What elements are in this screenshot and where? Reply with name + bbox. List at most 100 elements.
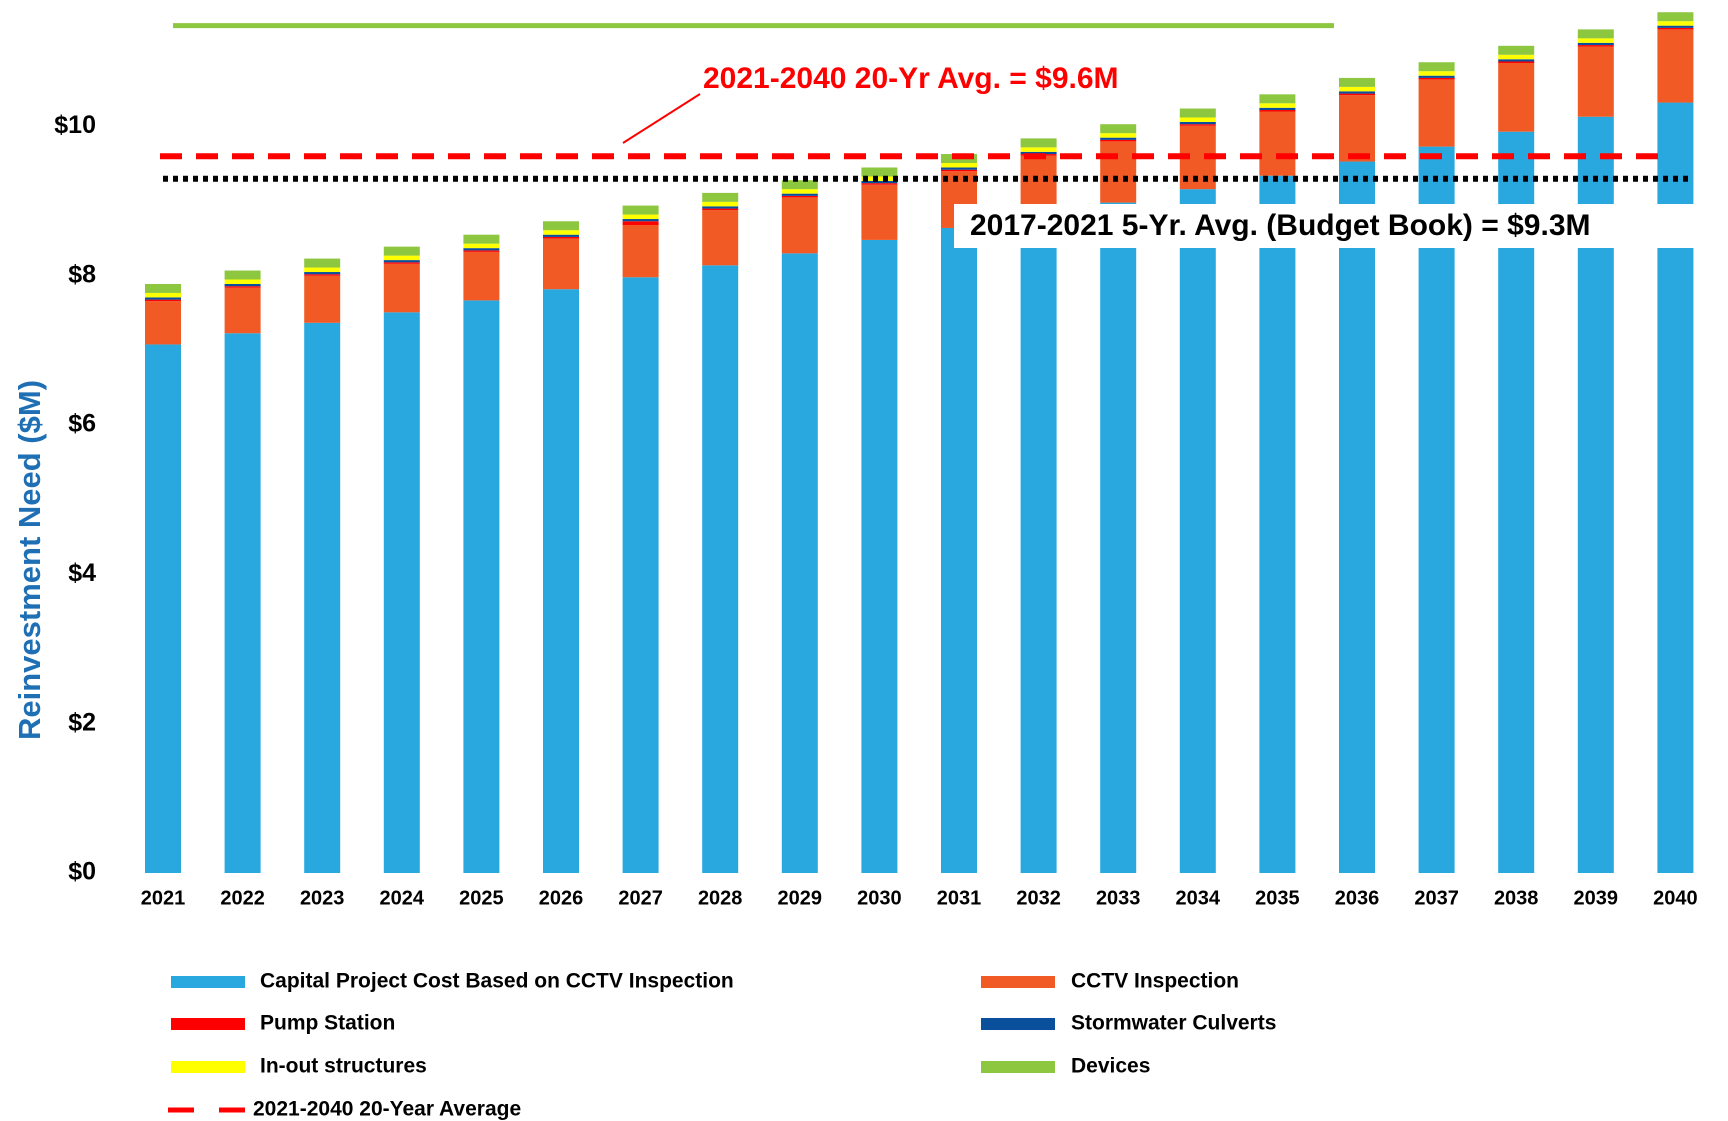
legend-swatch	[981, 1018, 1055, 1030]
x-tick-label: 2026	[539, 887, 584, 909]
bar-segment	[1339, 161, 1375, 874]
x-tick-label: 2034	[1176, 887, 1221, 909]
bar-segment	[1259, 103, 1296, 108]
bar-segment	[145, 283, 181, 293]
bar-segment	[861, 184, 898, 240]
x-tick-label: 2038	[1494, 887, 1539, 909]
bar-segment	[781, 189, 818, 194]
x-tick-label: 2030	[857, 887, 902, 909]
bar-segment	[304, 258, 341, 268]
bar-segment	[861, 167, 898, 177]
bar-segment	[1339, 86, 1375, 92]
bar-segment	[1259, 94, 1296, 104]
bar-segment	[622, 221, 659, 225]
bar-segment	[1020, 147, 1057, 152]
x-tick-label: 2031	[937, 887, 982, 909]
annotation: 2021-2040 20-Yr Avg. = $9.6M	[703, 62, 1119, 95]
bar-segment	[1577, 46, 1614, 117]
bar-segment	[383, 246, 420, 256]
bar-segment	[224, 279, 261, 284]
bar-segment	[1498, 54, 1535, 60]
bar-segment	[145, 292, 181, 298]
bar-segment	[383, 262, 420, 264]
bar-segment	[543, 230, 579, 235]
bar-segment	[145, 299, 181, 302]
x-tick-label: 2021	[141, 887, 186, 909]
bar-segment	[702, 192, 739, 202]
bar-segment	[1657, 25, 1694, 28]
x-tick-label: 2029	[778, 887, 823, 909]
x-tick-label: 2032	[1016, 887, 1061, 909]
bar-segment	[1418, 146, 1455, 874]
bar-segment	[781, 180, 818, 190]
bar-segment	[622, 205, 659, 215]
bar-segment	[304, 272, 341, 275]
bar-segment	[781, 253, 818, 874]
bar-segment	[1498, 131, 1535, 873]
bar-segment	[781, 197, 818, 254]
bar-segment	[1020, 151, 1057, 155]
bar-segment	[1657, 29, 1694, 103]
bar-segment	[861, 180, 898, 184]
y-tick-label: $10	[54, 111, 96, 139]
bar-segment	[543, 234, 579, 237]
bar-segment	[622, 214, 659, 220]
bar-segment	[702, 208, 739, 211]
bar-segment	[781, 193, 818, 196]
bar-segment	[224, 270, 261, 280]
bar-segment	[1657, 21, 1694, 26]
bar-segment	[861, 183, 898, 185]
y-tick-label: $4	[68, 559, 96, 587]
legend-swatch	[171, 1061, 245, 1073]
bar-segment	[224, 287, 261, 334]
bar-segment	[463, 234, 500, 244]
bar-segment	[941, 163, 977, 168]
bar-segment	[1179, 121, 1216, 125]
bar-segment	[224, 283, 261, 287]
bar-segment	[1020, 215, 1057, 873]
bar-segment	[304, 275, 341, 323]
bar-segment	[1179, 124, 1216, 126]
x-tick-label: 2027	[618, 887, 663, 909]
legend-swatch	[171, 976, 245, 988]
y-axis-label: Reinvestment Need ($M)	[12, 380, 47, 740]
legend-label: Stormwater Culverts	[1071, 1012, 1276, 1035]
legend-label: 2021-2040 20-Year Average	[253, 1098, 521, 1121]
bar-segment	[1657, 27, 1694, 30]
bar-segment	[1179, 189, 1216, 873]
bar-segment	[861, 176, 898, 181]
bar-segment	[383, 255, 420, 261]
bar-segment	[1498, 61, 1535, 63]
bar-segment	[304, 267, 341, 273]
y-tick-label: $0	[68, 858, 96, 886]
bar-segment	[702, 206, 739, 209]
x-tick-label: 2039	[1574, 887, 1619, 909]
bar-segment	[941, 169, 977, 172]
bar-segment	[224, 333, 261, 873]
bar-segment	[1339, 95, 1375, 162]
bar-segment	[145, 301, 181, 345]
bar-segment	[702, 265, 739, 873]
bar-segment	[941, 167, 977, 170]
bar-segment	[702, 210, 739, 266]
legend-label: Pump Station	[260, 1012, 395, 1035]
legend-label: In-out structures	[260, 1055, 427, 1078]
bar-segment	[543, 238, 579, 290]
bar-segment	[781, 195, 818, 198]
legend-swatch	[981, 1061, 1055, 1073]
x-tick-label: 2022	[220, 887, 265, 909]
legend-label: CCTV Inspection	[1071, 970, 1239, 993]
bar-segment	[1100, 139, 1137, 142]
annotation-leader	[622, 93, 701, 144]
bar-segment	[1657, 12, 1694, 22]
bar-segment	[941, 227, 977, 873]
y-tick-label: $2	[68, 708, 96, 736]
bar-segment	[861, 239, 898, 873]
bar-segment	[1259, 107, 1296, 111]
bar-segment	[383, 312, 420, 873]
bar-segment	[1498, 59, 1535, 62]
bar-segment	[1577, 38, 1614, 43]
bar-segment	[1498, 45, 1535, 55]
x-tick-label: 2025	[459, 887, 504, 909]
